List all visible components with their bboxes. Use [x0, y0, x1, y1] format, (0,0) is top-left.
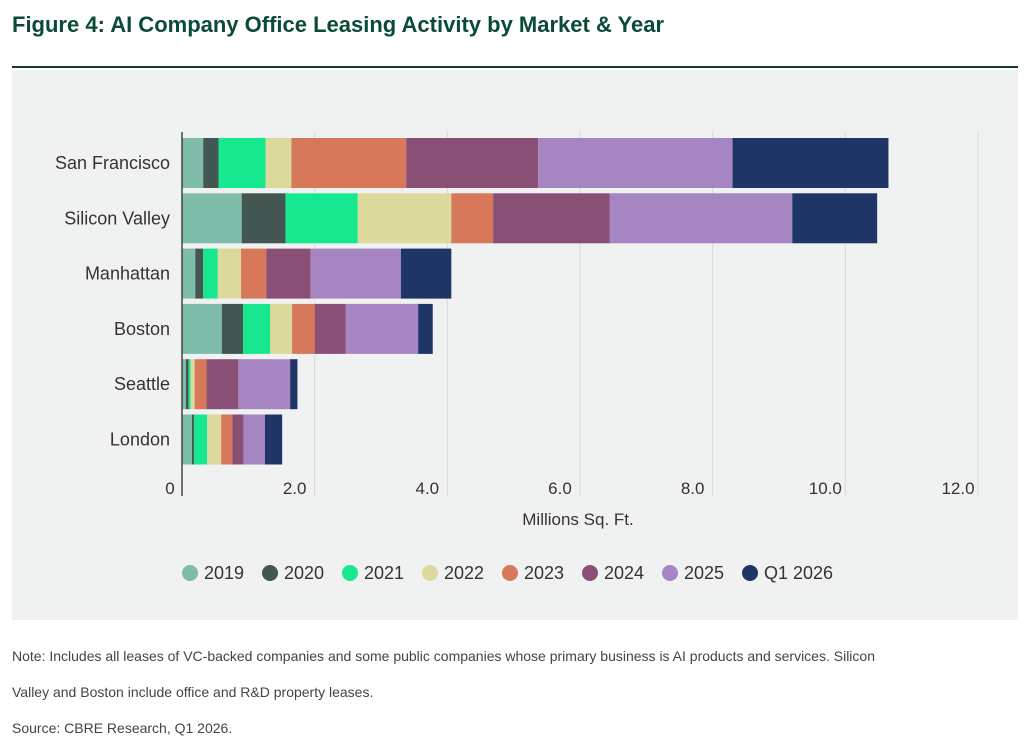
category-label-silicon-valley: Silicon Valley	[64, 208, 170, 228]
bar-seattle-q1-2026[interactable]	[290, 359, 298, 410]
category-label-boston: Boston	[114, 319, 170, 339]
bar-manhattan-2019[interactable]	[182, 248, 196, 299]
bar-boston-2023[interactable]	[292, 303, 315, 354]
category-label-seattle: Seattle	[114, 374, 170, 394]
bar-manhattan-2023[interactable]	[241, 248, 267, 299]
legend-marker-2019	[182, 565, 198, 581]
bar-boston-2022[interactable]	[270, 303, 293, 354]
x-tick-label-0: 0	[165, 479, 174, 498]
legend-marker-2020	[262, 565, 278, 581]
bar-manhattan-2021[interactable]	[203, 248, 218, 299]
legend-marker-2024	[582, 565, 598, 581]
bar-london-q1-2026[interactable]	[264, 414, 283, 465]
legend-label-q1-2026: Q1 2026	[764, 563, 833, 583]
bar-london-2022[interactable]	[207, 414, 222, 465]
bar-manhattan-q1-2026[interactable]	[400, 248, 452, 299]
bar-silicon-valley-2023[interactable]	[451, 193, 494, 244]
bar-seattle-2019[interactable]	[182, 359, 186, 410]
legend-marker-q1-2026	[742, 565, 758, 581]
bar-seattle-2023[interactable]	[194, 359, 207, 410]
bar-boston-2024[interactable]	[314, 303, 346, 354]
bar-silicon-valley-2021[interactable]	[285, 193, 358, 244]
chart-source: Source: CBRE Research, Q1 2026.	[12, 720, 233, 736]
bar-london-2023[interactable]	[221, 414, 233, 465]
bar-london-2024[interactable]	[232, 414, 244, 465]
bar-san-francisco-2023[interactable]	[291, 138, 407, 188]
category-label-manhattan: Manhattan	[85, 264, 170, 284]
legend-label-2020: 2020	[284, 563, 324, 583]
bar-seattle-2022[interactable]	[190, 359, 195, 410]
bar-manhattan-2025[interactable]	[310, 248, 401, 299]
bar-silicon-valley-q1-2026[interactable]	[792, 193, 878, 244]
bar-san-francisco-2024[interactable]	[406, 138, 539, 188]
bar-seattle-2020[interactable]	[185, 359, 189, 410]
legend-marker-2021	[342, 565, 358, 581]
bar-london-2025[interactable]	[243, 414, 265, 465]
legend-marker-2023	[502, 565, 518, 581]
chart-note-line-1: Note: Includes all leases of VC-backed c…	[12, 648, 875, 664]
bar-silicon-valley-2025[interactable]	[609, 193, 793, 244]
x-tick-label-10-0: 10.0	[809, 479, 842, 498]
bar-silicon-valley-2019[interactable]	[182, 193, 242, 244]
legend-label-2022: 2022	[444, 563, 484, 583]
x-tick-label-4-0: 4.0	[416, 479, 440, 498]
bar-boston-2021[interactable]	[243, 303, 271, 354]
bar-manhattan-2022[interactable]	[217, 248, 242, 299]
bar-san-francisco-2020[interactable]	[203, 138, 219, 188]
bar-silicon-valley-2024[interactable]	[493, 193, 610, 244]
x-tick-label-2-0: 2.0	[283, 479, 307, 498]
figure-title: Figure 4: AI Company Office Leasing Acti…	[12, 12, 665, 37]
chart-note-line-2: Valley and Boston include office and R&D…	[12, 684, 374, 700]
bar-boston-2020[interactable]	[221, 303, 244, 354]
bar-seattle-2021[interactable]	[188, 359, 191, 410]
category-label-london: London	[110, 430, 170, 450]
bar-seattle-2024[interactable]	[206, 359, 239, 410]
bar-silicon-valley-2022[interactable]	[357, 193, 452, 244]
legend-label-2023: 2023	[524, 563, 564, 583]
legend-label-2024: 2024	[604, 563, 644, 583]
legend-label-2019: 2019	[204, 563, 244, 583]
bar-silicon-valley-2020[interactable]	[241, 193, 286, 244]
legend-label-2021: 2021	[364, 563, 404, 583]
chart-panel: San Francisco Silicon Valley Manhattan Bost…	[12, 70, 1018, 620]
x-axis-title: Millions Sq. Ft.	[522, 510, 633, 529]
x-tick-label-6-0: 6.0	[548, 479, 572, 498]
bar-san-francisco-2019[interactable]	[182, 138, 204, 188]
x-tick-label-12-0: 12.0	[941, 479, 974, 498]
bar-london-2020[interactable]	[191, 414, 194, 465]
category-label-san-francisco: San Francisco	[55, 153, 170, 173]
legend-marker-2025	[662, 565, 678, 581]
bar-san-francisco-2021[interactable]	[218, 138, 266, 188]
bar-boston-q1-2026[interactable]	[418, 303, 433, 354]
bar-boston-2019[interactable]	[182, 303, 222, 354]
title-divider	[12, 66, 1018, 68]
bar-san-francisco-q1-2026[interactable]	[732, 138, 889, 188]
x-tick-label-8-0: 8.0	[681, 479, 705, 498]
bar-manhattan-2024[interactable]	[266, 248, 311, 299]
bar-san-francisco-2025[interactable]	[538, 138, 733, 188]
bar-san-francisco-2022[interactable]	[265, 138, 292, 188]
bar-london-2021[interactable]	[193, 414, 208, 465]
bar-london-2019[interactable]	[182, 414, 192, 465]
bar-boston-2025[interactable]	[345, 303, 419, 354]
leasing-bar-chart: San Francisco Silicon Valley Manhattan Bost…	[55, 132, 979, 583]
legend-label-2025: 2025	[684, 563, 724, 583]
bar-manhattan-2020[interactable]	[195, 248, 204, 299]
legend-marker-2022	[422, 565, 438, 581]
bar-seattle-2025[interactable]	[238, 359, 291, 410]
